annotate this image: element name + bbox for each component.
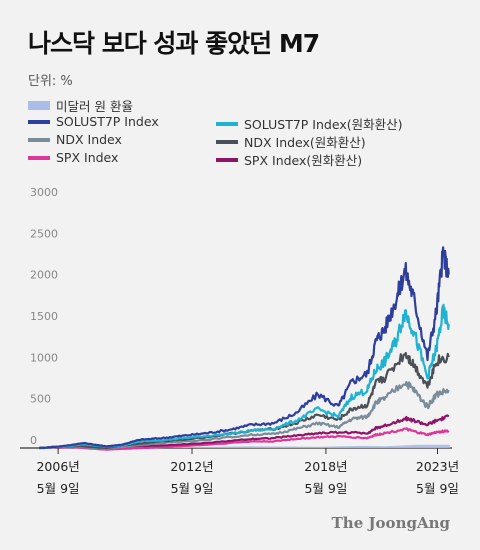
legend-item: SPX Index <box>28 150 118 165</box>
source-logo: The JoongAng <box>331 514 450 532</box>
y-tick-label: 0 <box>30 434 37 447</box>
y-tick-label: 2000 <box>30 269 58 282</box>
legend-item: NDX Index <box>28 132 122 147</box>
x-tick-label: 2006년 <box>36 459 79 474</box>
x-tick-label: 2023년 <box>416 459 459 474</box>
line-chart: 0 500 1000 1500 2000 2500 3000 2006년 5월 9일 2012년 5… <box>20 186 459 496</box>
legend-item: SOLUST7P Index <box>28 114 159 129</box>
y-tick-label: 3000 <box>30 186 58 199</box>
legend-swatch <box>28 119 50 124</box>
series-line <box>39 427 450 451</box>
legend-label: SPX Index(원화환산) <box>244 153 363 168</box>
legend-label: SOLUST7P Index(원화환산) <box>244 117 403 132</box>
x-tick-label: 5월 9일 <box>37 481 80 496</box>
legend-swatch <box>216 157 238 162</box>
legend-item: NDX Index(원화환산) <box>216 132 366 151</box>
legend-swatch <box>28 101 50 110</box>
x-tick-label: 5월 9일 <box>304 481 347 496</box>
legend-item: SOLUST7P Index(원화환산) <box>216 114 402 133</box>
y-tick-label: 1000 <box>30 351 58 364</box>
y-tick-label: 2500 <box>30 227 58 240</box>
legend-label: SPX Index <box>56 150 119 165</box>
chart-title: 나스닥 보다 성과 좋았던 M7 <box>28 29 320 58</box>
series-line <box>38 246 450 450</box>
x-tick-label: 2018년 <box>304 459 347 474</box>
legend-item: 미달러 원 환율 <box>28 96 133 115</box>
legend-swatch <box>216 139 238 144</box>
series-line <box>39 351 450 450</box>
y-tick-label: 500 <box>30 393 51 406</box>
series-line <box>39 381 450 450</box>
legend-label: 미달러 원 환율 <box>56 99 133 114</box>
legend-label: NDX Index(원화환산) <box>244 135 366 150</box>
unit-label: 단위: % <box>28 74 73 89</box>
y-tick-label: 1500 <box>30 310 58 323</box>
x-tick-label: 2012년 <box>170 459 213 474</box>
legend-item: SPX Index(원화환산) <box>216 150 362 169</box>
legend-swatch <box>216 121 238 126</box>
legend-swatch <box>28 155 50 160</box>
x-tick-label: 5월 9일 <box>416 481 459 496</box>
x-tick-label: 5월 9일 <box>171 481 214 496</box>
legend-label: NDX Index <box>56 132 122 147</box>
legend-swatch <box>28 137 50 142</box>
legend-label: SOLUST7P Index <box>56 114 159 129</box>
